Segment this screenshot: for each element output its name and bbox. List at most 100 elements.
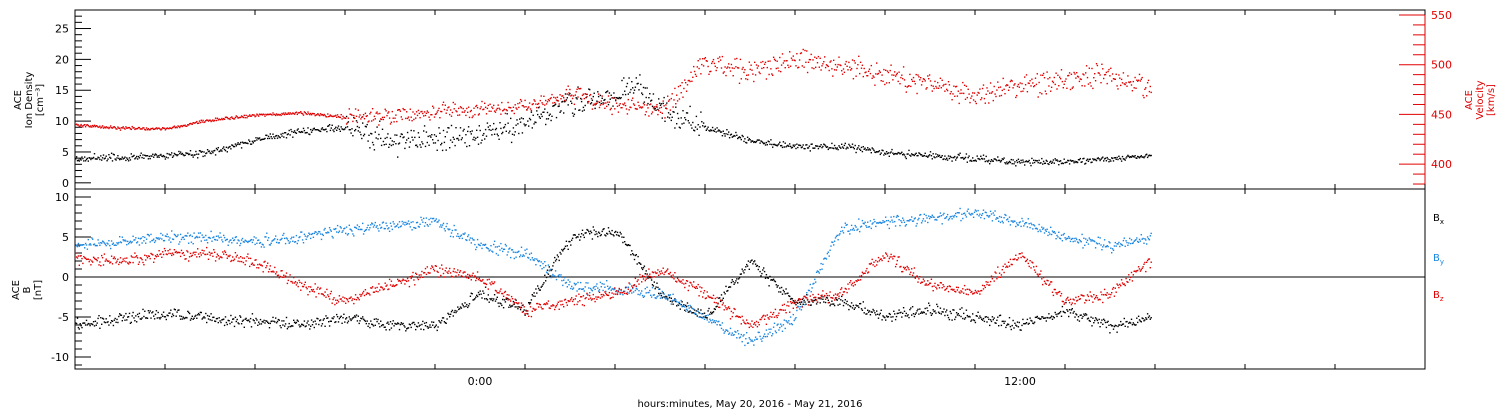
velocity-point bbox=[160, 129, 162, 131]
field-point-bx bbox=[711, 313, 713, 315]
velocity-point bbox=[705, 60, 707, 62]
field-point-bx bbox=[606, 233, 609, 235]
field-point-bx bbox=[316, 317, 318, 320]
density-point bbox=[216, 149, 219, 151]
field-point-bx bbox=[1068, 309, 1071, 311]
density-point bbox=[275, 134, 278, 137]
field-point-by bbox=[231, 242, 233, 244]
density-point bbox=[588, 88, 590, 90]
density-point bbox=[340, 126, 342, 128]
field-point-by bbox=[166, 233, 168, 235]
velocity-point bbox=[331, 115, 333, 118]
velocity-point bbox=[704, 57, 707, 59]
field-point-by bbox=[867, 226, 870, 228]
field-point-by bbox=[87, 238, 89, 241]
velocity-point bbox=[644, 114, 646, 116]
field-point-by bbox=[1000, 216, 1003, 218]
density-point bbox=[100, 155, 102, 157]
density-point bbox=[228, 146, 230, 148]
density-point bbox=[966, 161, 968, 163]
field-point-by bbox=[1011, 220, 1013, 222]
field-point-by bbox=[77, 242, 80, 245]
density-point bbox=[78, 160, 80, 162]
field-point-bx bbox=[244, 318, 246, 320]
field-point-by bbox=[554, 270, 557, 272]
density-point bbox=[278, 136, 280, 138]
velocity-point bbox=[238, 116, 240, 119]
field-point-by bbox=[403, 221, 405, 224]
field-point-bx bbox=[929, 312, 932, 314]
density-point bbox=[1072, 160, 1074, 162]
density-point bbox=[832, 147, 834, 149]
velocity-point bbox=[701, 63, 703, 66]
field-point-by bbox=[676, 300, 678, 303]
field-point-bx bbox=[241, 320, 244, 322]
density-point bbox=[506, 113, 508, 115]
density-point bbox=[1024, 160, 1027, 163]
field-point-by bbox=[368, 229, 370, 231]
field-point-by bbox=[602, 289, 604, 292]
field-point-bx bbox=[964, 317, 967, 319]
field-point-bx bbox=[139, 318, 141, 320]
field-point-by bbox=[698, 316, 700, 318]
density-point bbox=[247, 142, 249, 145]
field-point-by bbox=[85, 244, 88, 246]
field-point-bz bbox=[93, 257, 96, 260]
density-point bbox=[627, 93, 629, 95]
field-point-by bbox=[413, 226, 415, 229]
velocity-point bbox=[245, 114, 247, 117]
density-point bbox=[727, 133, 729, 136]
field-point-by bbox=[273, 239, 275, 241]
field-point-bx bbox=[781, 293, 784, 295]
density-point bbox=[450, 124, 453, 127]
density-point bbox=[137, 155, 140, 158]
field-point-bx bbox=[1141, 317, 1143, 319]
field-point-by bbox=[695, 313, 698, 316]
field-point-by bbox=[662, 296, 664, 298]
density-point bbox=[1015, 165, 1017, 167]
density-point bbox=[1120, 160, 1123, 162]
density-point bbox=[841, 146, 844, 148]
field-point-by bbox=[515, 256, 517, 258]
density-point bbox=[918, 152, 920, 154]
field-point-by bbox=[525, 252, 527, 255]
velocity-point bbox=[364, 112, 367, 114]
field-point-by bbox=[734, 330, 736, 333]
field-point-bx bbox=[314, 320, 316, 322]
field-point-bx bbox=[228, 320, 230, 322]
field-point-by bbox=[252, 239, 254, 241]
density-point bbox=[831, 142, 833, 145]
field-point-by bbox=[869, 220, 872, 222]
field-point-bx bbox=[119, 314, 122, 316]
velocity-point bbox=[977, 91, 979, 94]
density-point bbox=[359, 131, 361, 133]
density-point bbox=[642, 86, 645, 89]
velocity-point bbox=[926, 87, 928, 89]
field-point-bx bbox=[467, 305, 470, 307]
field-point-bx bbox=[906, 315, 908, 317]
field-point-bx bbox=[340, 315, 342, 317]
velocity-point bbox=[955, 85, 958, 88]
field-point-by bbox=[417, 225, 420, 228]
field-point-by bbox=[478, 244, 480, 246]
field-point-bx bbox=[876, 313, 879, 315]
velocity-point bbox=[806, 50, 808, 52]
field-point-by bbox=[1076, 238, 1078, 241]
velocity-point bbox=[305, 113, 307, 115]
velocity-point bbox=[510, 110, 513, 112]
velocity-point bbox=[715, 69, 717, 72]
field-point-by bbox=[416, 221, 419, 224]
field-point-bx bbox=[648, 275, 650, 277]
density-point bbox=[214, 149, 216, 152]
field-point-bx bbox=[680, 304, 682, 306]
density-point bbox=[998, 159, 1000, 162]
field-point-by bbox=[220, 236, 222, 238]
density-point bbox=[892, 152, 894, 154]
field-point-bx bbox=[747, 260, 750, 262]
density-point bbox=[933, 156, 935, 158]
field-point-bx bbox=[441, 317, 444, 319]
field-point-bx bbox=[626, 244, 629, 247]
field-point-bx bbox=[591, 238, 594, 240]
field-point-by bbox=[294, 241, 297, 243]
velocity-point bbox=[431, 114, 433, 116]
